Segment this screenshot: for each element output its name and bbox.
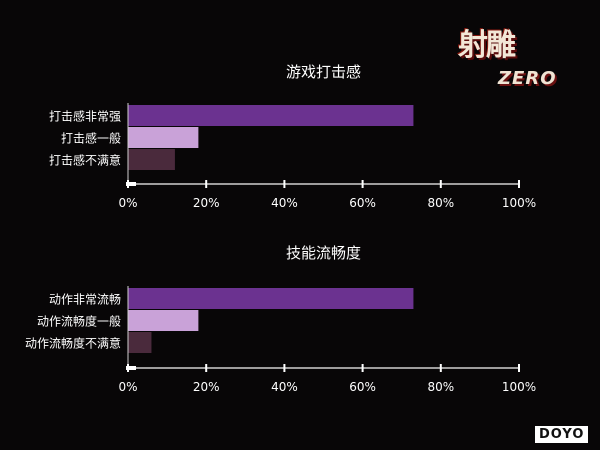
axis-origin-marker (126, 182, 136, 186)
category-label: 打击感不满意 (49, 153, 121, 168)
logo-subtitle: ZERO (498, 68, 557, 89)
chart-title: 游戏打击感 (286, 63, 361, 81)
x-tick-label: 80% (427, 196, 454, 210)
x-tick-label: 20% (193, 380, 220, 394)
game-logo: 射雕 ZERO (458, 16, 584, 102)
chart-title: 技能流畅度 (286, 244, 361, 262)
x-tick-label: 60% (349, 196, 376, 210)
x-tick-label: 20% (193, 196, 220, 210)
category-label: 打击感非常强 (49, 109, 121, 124)
x-tick-label: 60% (349, 380, 376, 394)
category-label: 动作流畅度一般 (37, 314, 121, 329)
x-tick-label: 40% (271, 380, 298, 394)
bar-2 (128, 127, 199, 148)
site-watermark: DOYO (535, 426, 589, 443)
bar-3 (128, 332, 152, 353)
x-tick-label: 0% (118, 380, 137, 394)
category-label: 动作非常流畅 (49, 293, 121, 307)
x-tick-label: 100% (502, 380, 536, 394)
bar-2 (128, 310, 199, 331)
x-tick-label: 40% (271, 196, 298, 210)
category-label: 动作流畅度不满意 (25, 336, 121, 351)
bar-3 (128, 149, 175, 170)
x-tick-label: 80% (427, 380, 454, 394)
axis-origin-marker (126, 366, 136, 370)
x-tick-label: 100% (502, 196, 536, 210)
bar-1 (128, 105, 414, 126)
logo-title: 射雕 (458, 28, 516, 63)
x-tick-label: 0% (118, 196, 137, 210)
bar-1 (128, 288, 414, 309)
category-label: 打击感一般 (61, 131, 121, 146)
